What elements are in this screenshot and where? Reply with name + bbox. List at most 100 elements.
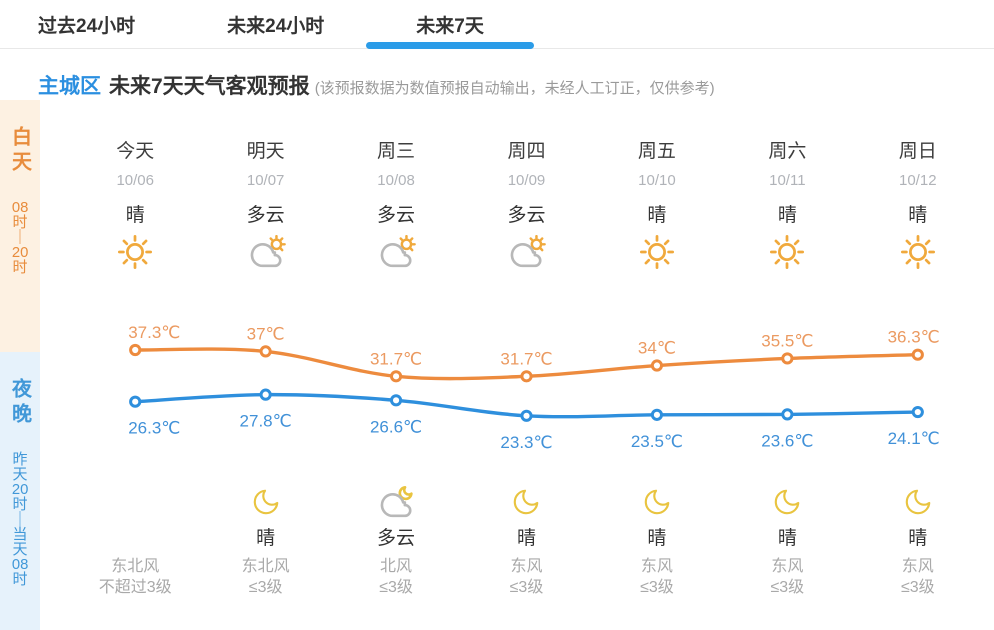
sidebar-time-char: 08 bbox=[11, 557, 29, 572]
page-header: 主城区 未来7天天气客观预报 (该预报数据为数值预报自动输出，未经人工订正，仅供参考… bbox=[38, 70, 994, 100]
day-weather-text: 多云 bbox=[246, 205, 285, 226]
sidebar-time-char: 时 bbox=[12, 497, 28, 512]
tab-label: 未来7天 bbox=[416, 15, 484, 37]
high_temp-label: 31.7℃ bbox=[500, 349, 552, 368]
temperature-chart: 37.3℃ 37℃ 31.7℃ 31.7℃ 34℃ 35.5℃ 36.3℃ 26.3℃ 27.8… bbox=[128, 323, 940, 452]
daytime-label: 白天 bbox=[8, 126, 31, 176]
night-column: 晴 东风 ≤3级 bbox=[592, 467, 722, 598]
wind-info: 东风 ≤3级 bbox=[640, 556, 674, 598]
wind-level: ≤3级 bbox=[900, 579, 935, 596]
page-title: 未来7天天气客观预报 bbox=[109, 75, 310, 98]
tab-label: 过去24小时 bbox=[38, 15, 136, 37]
cloud-sun-icon bbox=[506, 232, 547, 272]
low_temp-label: 26.6℃ bbox=[370, 417, 422, 436]
night-column: 东北风 不超过3级 bbox=[70, 467, 200, 598]
wind-level: ≤3级 bbox=[509, 579, 544, 596]
high_temp-label: 34℃ bbox=[638, 339, 676, 358]
low_temp-point bbox=[259, 388, 272, 401]
day-column: 周四 10/09 多云 bbox=[461, 130, 591, 272]
tab[interactable]: 过去24小时 bbox=[38, 0, 135, 48]
cloud-sun-icon bbox=[376, 232, 416, 272]
night-column: 晴 东北风 ≤3级 bbox=[200, 467, 330, 598]
tabbar: 过去24小时 未来24小时 未来7天 bbox=[0, 0, 994, 49]
day-column: 周三 10/08 多云 bbox=[331, 130, 461, 272]
night-weather-text: 晴 bbox=[256, 528, 276, 549]
day-column: 今天 10/06 晴 bbox=[70, 130, 200, 272]
high_temp-point bbox=[911, 348, 924, 361]
night-column: 晴 东风 ≤3级 bbox=[853, 467, 983, 598]
tab[interactable]: 未来7天 bbox=[366, 0, 535, 49]
sidebar-time-char: 天 bbox=[12, 467, 28, 482]
moon-icon bbox=[903, 485, 933, 519]
region-label: 主城区 bbox=[38, 75, 101, 98]
night-row: 东北风 不超过3级 晴 东北风 ≤3级 多云 bbox=[70, 467, 983, 598]
night-weather-text: 晴 bbox=[647, 528, 667, 549]
moon-icon bbox=[251, 485, 281, 519]
day-name: 今天 bbox=[116, 141, 155, 162]
sidebar-daytime-band: 白天 08时｜20时 bbox=[0, 100, 40, 352]
sidebar-time-char: ｜ bbox=[12, 230, 28, 245]
day-weather-text: 晴 bbox=[647, 205, 667, 226]
disclaimer-note: (该预报数据为数值预报自动输出，未经人工订正，仅供参考) bbox=[314, 80, 715, 97]
sidebar-time-char: ｜ bbox=[12, 512, 28, 527]
wind-direction: 东风 bbox=[771, 558, 804, 575]
night-weather-text: 晴 bbox=[908, 528, 928, 549]
night-weather-text: 晴 bbox=[516, 528, 536, 549]
sidebar-night-band: 夜晚 昨天20时｜当天08时 bbox=[0, 352, 40, 630]
night-column: 晴 东风 ≤3级 bbox=[461, 467, 591, 598]
high_temp-point bbox=[129, 343, 142, 357]
night-weather-text: 多云 bbox=[377, 528, 416, 549]
day-date: 10/10 bbox=[638, 172, 676, 189]
low_temp-label: 27.8℃ bbox=[240, 412, 292, 431]
wind-info: 东北风 不超过3级 bbox=[99, 556, 172, 598]
daytime-hours: 08时｜20时 bbox=[12, 200, 29, 275]
day-column: 周五 10/10 晴 bbox=[592, 130, 722, 272]
day-name: 周五 bbox=[637, 141, 676, 162]
day-column: 周日 10/12 晴 bbox=[853, 130, 983, 272]
low_temp-point bbox=[911, 405, 924, 419]
sun-icon bbox=[768, 232, 806, 272]
day-name: 周日 bbox=[898, 141, 937, 162]
high_temp-point bbox=[259, 345, 272, 358]
tab[interactable]: 未来24小时 bbox=[227, 0, 324, 48]
sun-icon bbox=[638, 232, 676, 272]
moon-icon bbox=[642, 485, 672, 519]
low_temp-label: 26.3℃ bbox=[128, 419, 180, 438]
day-weather-text: 晴 bbox=[908, 205, 928, 226]
high_temp-point bbox=[389, 370, 403, 383]
high_temp-label: 35.5℃ bbox=[761, 331, 813, 350]
wind-level: ≤3级 bbox=[770, 579, 805, 596]
wind-direction: 东风 bbox=[640, 558, 673, 575]
cloud-sun-icon bbox=[246, 232, 286, 272]
low_temp-point bbox=[650, 408, 664, 421]
day-name: 周三 bbox=[377, 141, 416, 162]
day-column: 明天 10/07 多云 bbox=[200, 130, 330, 272]
sidebar-time-char: 20 bbox=[11, 482, 29, 497]
high_temp-point bbox=[781, 352, 794, 365]
wind-level: ≤3级 bbox=[640, 579, 674, 596]
day-date: 10/11 bbox=[769, 172, 806, 189]
wind-info: 东风 ≤3级 bbox=[901, 556, 935, 598]
wind-level: ≤3级 bbox=[248, 579, 283, 596]
wind-level: ≤3级 bbox=[379, 579, 413, 596]
day-weather-text: 晴 bbox=[777, 205, 797, 226]
high_temp-point bbox=[650, 359, 664, 372]
night-column: 晴 东风 ≤3级 bbox=[722, 467, 852, 598]
day-weather-text: 多云 bbox=[507, 205, 546, 226]
day-date: 10/12 bbox=[899, 172, 937, 189]
wind-info: 东风 ≤3级 bbox=[771, 556, 805, 598]
wind-direction: 北风 bbox=[380, 558, 413, 575]
moon-icon bbox=[772, 485, 802, 519]
wind-level: 不超过3级 bbox=[98, 579, 172, 596]
sun-icon bbox=[116, 232, 154, 272]
cloud-moon-icon bbox=[376, 485, 416, 519]
day-name: 明天 bbox=[246, 141, 285, 162]
day-date: 10/08 bbox=[377, 172, 415, 189]
day-weather-text: 多云 bbox=[377, 205, 416, 226]
low_temp-point bbox=[129, 395, 142, 408]
day-name: 周六 bbox=[768, 141, 807, 162]
day-date: 10/07 bbox=[246, 172, 285, 189]
wind-direction: 东北风 bbox=[241, 558, 290, 575]
day-date: 10/06 bbox=[116, 172, 154, 189]
